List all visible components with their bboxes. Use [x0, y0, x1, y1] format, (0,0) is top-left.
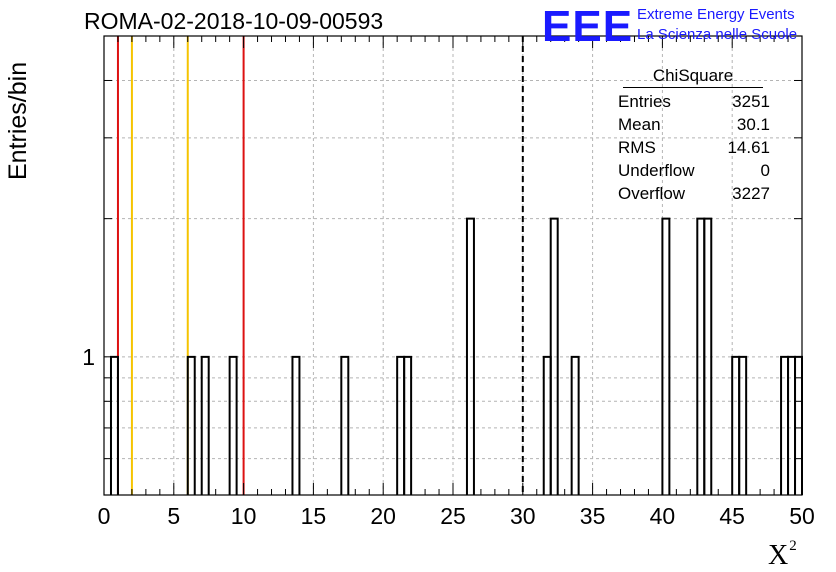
histogram-bin: [200, 355, 210, 495]
stats-row-mean: Mean 30.1: [610, 113, 776, 136]
run-title: ROMA-02-2018-10-09-00593: [84, 8, 384, 34]
logo-mark: EEE: [542, 2, 634, 51]
x-tick-label: 30: [510, 503, 536, 529]
x-tick-label: 50: [789, 503, 815, 529]
histogram-bin: [403, 355, 413, 495]
stats-label: Entries: [618, 92, 671, 111]
stats-label: Overflow: [618, 184, 686, 203]
x-tick-label: 45: [719, 503, 745, 529]
x-tick-label: 10: [231, 503, 257, 529]
stats-row-entries: Entries 3251: [610, 90, 776, 113]
histogram-bin: [228, 355, 238, 495]
histogram-bin: [465, 217, 475, 495]
histogram-bin: [661, 217, 671, 495]
histogram-bin: [291, 355, 301, 495]
x-tick-label: 35: [580, 503, 606, 529]
stats-value: 3227: [732, 184, 770, 203]
logo-text-line1: Extreme Energy Events: [637, 6, 795, 23]
x-tick-label: 25: [440, 503, 466, 529]
stats-row-rms: RMS 14.61: [610, 136, 776, 159]
stats-label: RMS: [618, 138, 656, 157]
y-tick-label: 1: [82, 344, 95, 370]
x-tick-label: 20: [370, 503, 396, 529]
stats-box: ChiSquare Entries 3251 Mean 30.1 RMS 14.61 …: [610, 66, 776, 205]
logo-text-line2: La Scienza nelle Scuole: [637, 26, 798, 43]
stats-row-underflow: Underflow 0: [610, 159, 776, 182]
histogram-bin: [549, 217, 559, 495]
stats-value: 3251: [732, 92, 770, 111]
stats-row-overflow: Overflow 3227: [610, 182, 776, 205]
x-axis-label-base: X: [768, 540, 789, 571]
stats-label: Mean: [618, 115, 661, 134]
stats-value: 0: [760, 161, 770, 180]
x-axis-label: X2: [768, 538, 797, 572]
x-tick-label: 0: [98, 503, 111, 529]
x-tick-label: 40: [650, 503, 676, 529]
histogram-bin: [570, 355, 580, 495]
stats-title: ChiSquare: [623, 66, 763, 88]
x-axis-label-superscript: 2: [789, 538, 797, 554]
stats-label: Underflow: [618, 161, 695, 180]
stats-value: 30.1: [736, 115, 770, 134]
histogram-bin: [340, 355, 350, 495]
histogram-bin: [738, 355, 748, 495]
stats-value: 14.61: [727, 138, 770, 157]
x-tick-label: 5: [167, 503, 180, 529]
x-tick-label: 15: [301, 503, 327, 529]
histogram-bin: [186, 355, 196, 495]
y-axis-label: Entries/bin: [4, 61, 32, 180]
histogram-bin: [703, 217, 713, 495]
